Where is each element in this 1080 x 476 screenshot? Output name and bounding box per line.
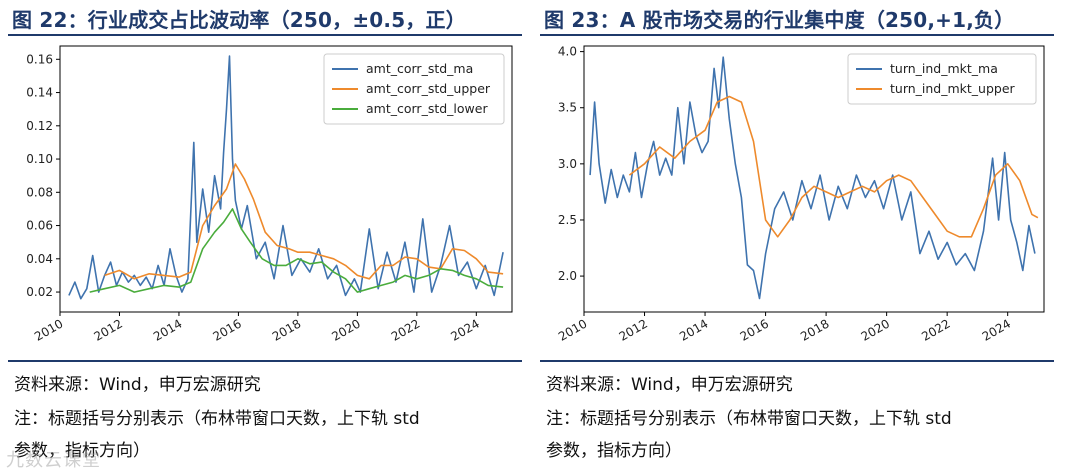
left-chart-x-tick-label: 2010 [32,316,65,343]
left-chart-y-tick-label: 0.02 [26,285,53,299]
left-note-line-1: 注：标题括号分别表示（布林带窗口天数，上下轨 std [14,409,420,429]
right-chart-y-tick-label: 2.0 [558,269,577,283]
left-chart-series-amt-corr-std-upper [104,163,504,280]
left-chart-legend-label: amt_corr_std_upper [366,81,491,96]
right-chart-legend [847,53,1037,105]
right-figure-panel: 图 23：A 股市场交易的行业集中度（250,+1,负） 2.0 2.5 3.0 3.… [540,0,1060,476]
right-chart-x-tick-label: 2020 [859,316,892,343]
left-chart-y-tick-label: 0.12 [26,119,53,133]
right-note-line-1: 注：标题括号分别表示（布林带窗口天数，上下轨 std [546,409,952,429]
right-chart: 2.0 2.5 3.0 3.5 4.0 2010 2012 2014 2016 2018 2020 2… [540,38,1054,356]
right-chart-y-tick-label: 4.0 [558,45,577,59]
left-chart-x-tick-label: 2022 [389,316,422,343]
left-chart-y-tick-label: 0.08 [26,185,53,199]
left-chart-svg: 0.02 0.04 0.06 0.08 0.10 0.12 0.14 0.16 2010 2012… [26,45,513,344]
right-chart-y-tick-label: 2.5 [558,213,577,227]
left-chart: 0.02 0.04 0.06 0.08 0.10 0.12 0.14 0.16 2010 2012… [8,38,522,356]
right-source-rule [540,360,1054,362]
left-figure-panel: 图 22：行业成交占比波动率（250，±0.5，正） 0.02 0.04 0.06 0… [8,0,528,476]
right-chart-x-tick-label: 2010 [556,316,589,343]
right-chart-plot-frame [583,45,1045,313]
left-chart-y-tick-label: 0.04 [26,252,53,266]
right-chart-x-tick-label: 2018 [798,316,831,343]
right-chart-svg: 2.0 2.5 3.0 3.5 4.0 2010 2012 2014 2016 2018 2020 2… [556,45,1045,344]
right-chart-x-tick-label: 2024 [980,316,1013,343]
left-chart-x-tick-label: 2024 [448,316,481,343]
left-chart-legend [323,53,505,125]
right-chart-x-tick-label: 2022 [919,316,952,343]
right-chart-series-turn-ind-mkt-ma [589,56,1036,300]
left-note-line-2: 参数，指标方向） [14,441,150,461]
right-note-line-2: 参数，指标方向） [546,441,682,461]
left-chart-series-amt-corr-std-ma [68,55,504,300]
left-chart-x-tick-label: 2016 [210,316,243,343]
left-source-rule [8,360,522,362]
right-chart-series-turn-ind-mkt-upper [628,95,1039,238]
left-chart-legend-label: amt_corr_std_lower [366,101,488,116]
right-chart-y-tick-label: 3.5 [558,101,577,115]
right-chart-x-tick-label: 2016 [738,316,771,343]
left-chart-x-tick-label: 2014 [151,316,184,343]
right-chart-x-tick-label: 2014 [677,316,710,343]
left-chart-legend-label: amt_corr_std_ma [366,61,473,76]
left-chart-y-tick-label: 0.10 [26,152,53,166]
right-chart-legend-label: turn_ind_mkt_upper [890,81,1016,96]
right-source-text: 资料来源：Wind，申万宏源研究 [546,375,793,395]
right-figure-title: 图 23：A 股市场交易的行业集中度（250,+1,负） [544,8,1015,32]
left-title-rule [8,34,522,36]
left-chart-x-tick-label: 2020 [329,316,362,343]
right-chart-y-tick-label: 3.0 [558,157,577,171]
right-chart-x-tick-label: 2012 [617,316,650,343]
left-chart-x-tick-label: 2012 [92,316,125,343]
left-chart-y-tick-label: 0.16 [26,52,53,66]
left-chart-y-tick-label: 0.14 [26,86,53,100]
right-title-rule [540,34,1054,36]
left-chart-y-tick-label: 0.06 [26,219,53,233]
left-figure-title: 图 22：行业成交占比波动率（250，±0.5，正） [12,8,466,32]
right-chart-legend-label: turn_ind_mkt_ma [890,61,998,76]
left-source-text: 资料来源：Wind，申万宏源研究 [14,375,261,395]
left-chart-x-tick-label: 2018 [270,316,303,343]
left-chart-plot-frame [59,45,513,313]
left-chart-series-amt-corr-std-lower [89,208,504,293]
